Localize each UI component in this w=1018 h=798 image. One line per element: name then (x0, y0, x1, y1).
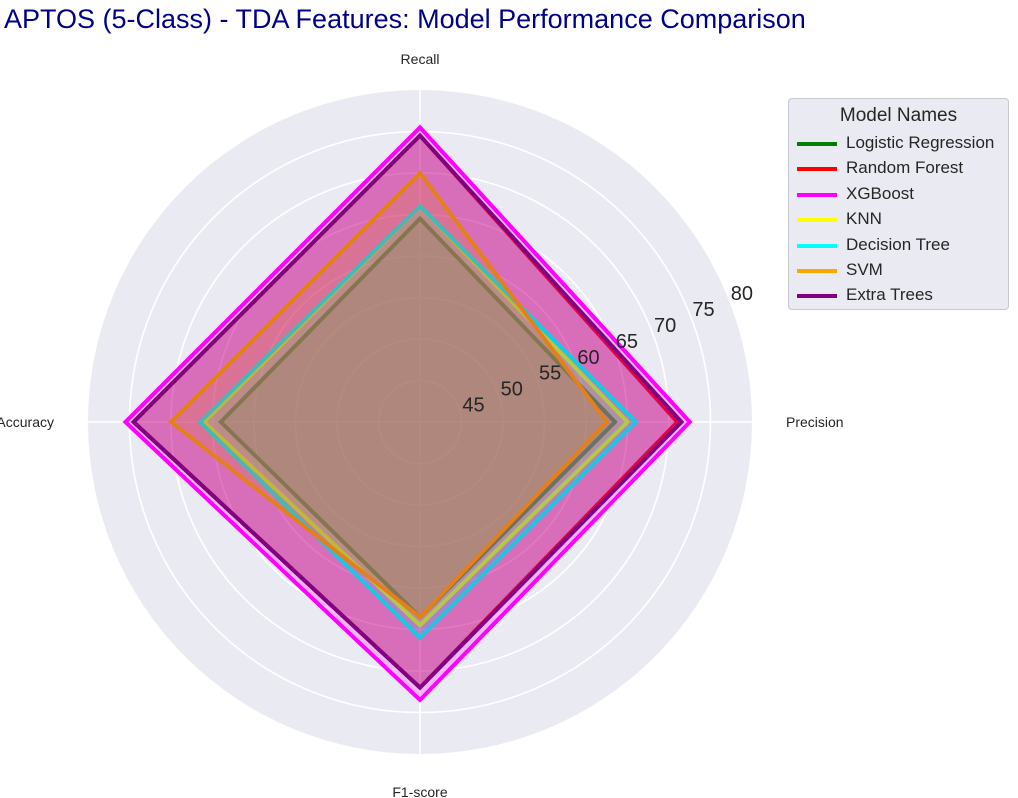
axis-label-f1-score: F1-score (392, 784, 447, 798)
radial-tick-label: 55 (539, 363, 561, 385)
chart-title: APTOS (5-Class) - TDA Features: Model Pe… (4, 4, 806, 34)
legend-title: Model Names (839, 105, 958, 126)
legend-item: XGBoost (789, 182, 1008, 207)
legend-swatch (797, 167, 837, 172)
series-extra-trees (130, 132, 685, 691)
legend-label: SVM (846, 259, 883, 279)
radial-tick-label: 60 (577, 347, 599, 369)
radial-tick-label: 65 (616, 331, 638, 353)
axis-labels: Precision Recall Accuracy F1-score 45 50 55 60 6… (0, 51, 844, 798)
legend-item: Random Forest (789, 156, 1008, 181)
legend-label: Logistic Regression (846, 133, 995, 152)
legend-label: Random Forest (846, 158, 964, 178)
legend-swatch (797, 243, 837, 248)
legend-swatch (797, 218, 837, 223)
legend-item: Logistic Regression (789, 131, 1008, 156)
axis-label-recall: Recall (401, 51, 440, 67)
radial-tick-label: 80 (731, 283, 753, 305)
radial-tick-label: 45 (462, 394, 484, 416)
legend-label: Decision Tree (846, 234, 950, 254)
legend-label: KNN (846, 209, 882, 229)
radial-tick-label: 50 (501, 379, 523, 401)
radial-tick-label: 70 (654, 315, 676, 337)
legend-label: Extra Trees (846, 285, 933, 305)
legend-swatch (797, 192, 837, 197)
legend-swatch (797, 142, 837, 146)
axis-label-accuracy: Accuracy (0, 414, 54, 430)
legend-item: KNN (789, 207, 1008, 232)
legend-swatch (797, 268, 837, 273)
legend-item: SVM (789, 258, 1008, 283)
legend: Model Names Logistic Regression Random Fo… (788, 98, 1009, 310)
series-svm (167, 169, 610, 620)
radial-tick-label: 75 (692, 299, 714, 321)
series-layer (122, 124, 693, 703)
polar-grid (88, 90, 752, 754)
legend-item: Decision Tree (789, 233, 1008, 258)
axis-label-precision: Precision (786, 414, 844, 430)
legend-swatch (797, 294, 837, 299)
legend-item: Extra Trees (789, 283, 1008, 308)
legend-label: XGBoost (846, 183, 915, 203)
